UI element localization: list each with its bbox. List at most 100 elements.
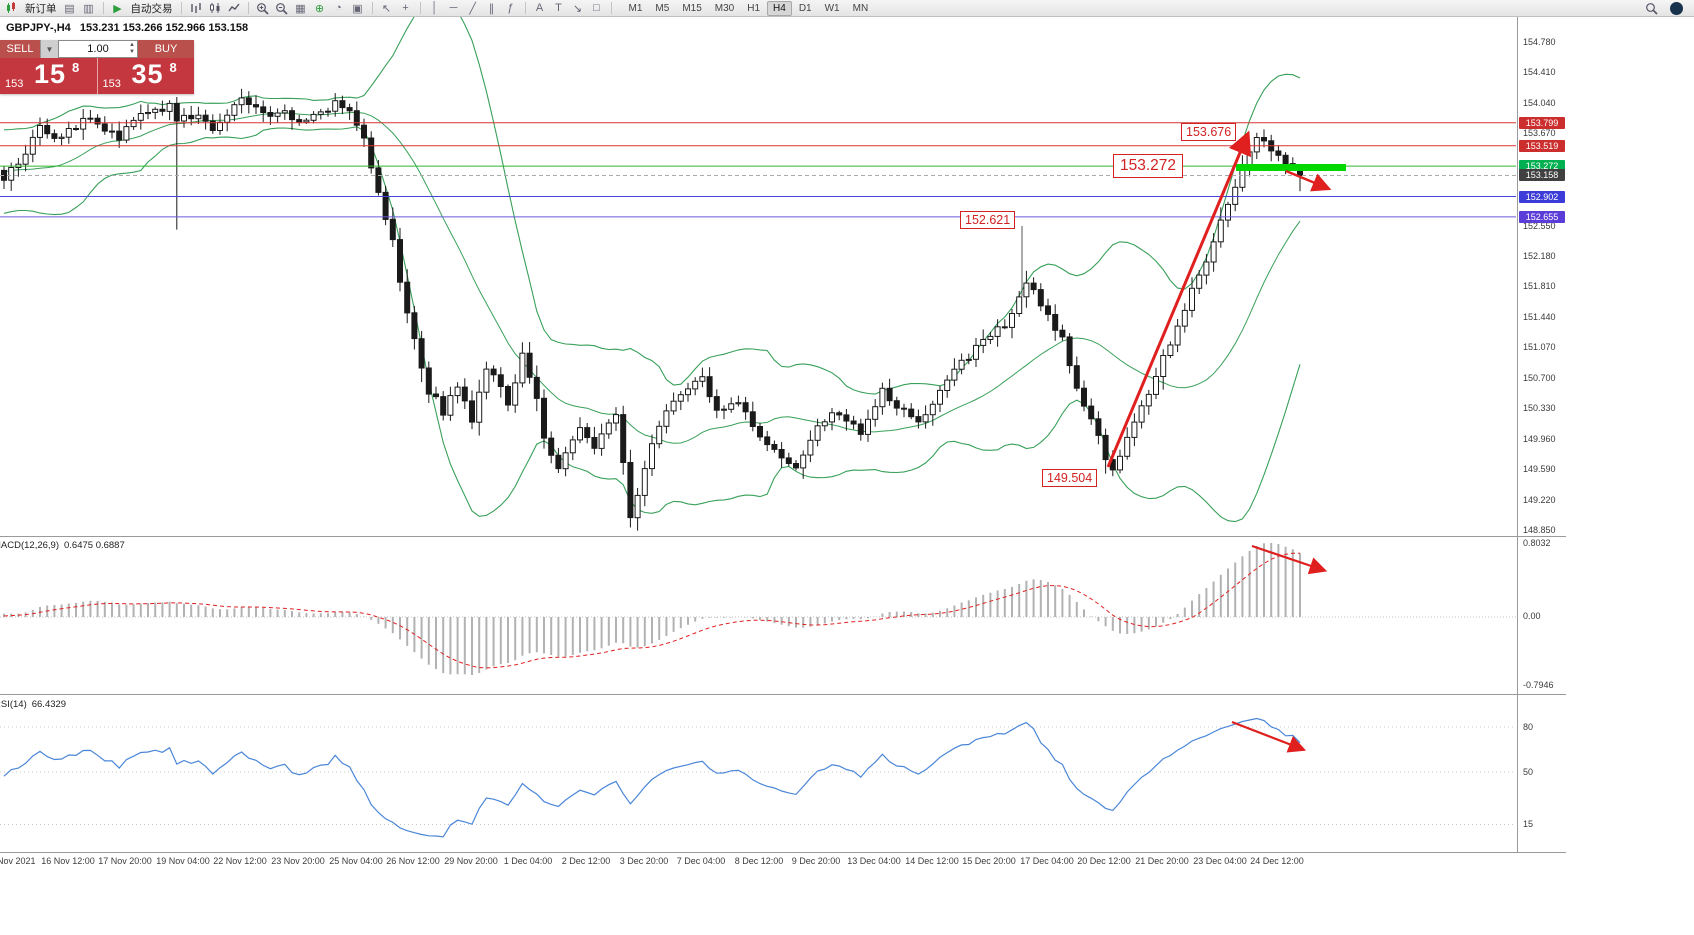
trendline-tool-icon[interactable]: ╱: [469, 2, 476, 15]
bid-ask-display: 153 15 8 153 35 8: [0, 58, 194, 94]
macd-values: 0.6475 0.6887: [64, 540, 125, 551]
profiles-icon[interactable]: ▥: [83, 2, 94, 15]
toolbar-separator: [180, 2, 182, 14]
new-order-icon[interactable]: [3, 1, 21, 16]
buy-price-tile[interactable]: 153 35 8: [97, 58, 194, 94]
tf-M5[interactable]: M5: [655, 2, 670, 14]
vertical-line-tool-icon[interactable]: │: [431, 2, 438, 14]
bar-chart-icon[interactable]: [187, 1, 205, 16]
zoom-out-icon[interactable]: [273, 1, 291, 16]
time-tick: 25 Nov 04:00: [329, 856, 383, 866]
tf-H1[interactable]: H1: [747, 2, 761, 14]
rsi-down-arrow: [1231, 720, 1307, 753]
cursor-icon[interactable]: ↖: [381, 2, 392, 15]
fibonacci-tool-icon[interactable]: ƒ: [507, 2, 514, 14]
notifications-icon[interactable]: [1670, 1, 1683, 15]
horizontal-line-tool-icon[interactable]: ─: [449, 2, 458, 14]
price-badge: 153.799: [1519, 117, 1565, 129]
tf-H4[interactable]: H4: [767, 0, 792, 16]
price-tick: 149.220: [1523, 495, 1556, 505]
order-options-caret[interactable]: ▼: [40, 40, 58, 58]
time-tick: 22 Nov 12:00: [213, 856, 267, 866]
time-tick: 7 Dec 04:00: [676, 856, 726, 866]
indicators-add-icon[interactable]: ⊕: [314, 2, 325, 15]
sell-price-prefix: 153: [5, 78, 24, 90]
autotrading-play-icon[interactable]: ▶: [113, 2, 122, 15]
timeframe-toolbar: M1 M5 M15 M30 H1 H4 D1 W1 MN: [623, 0, 875, 16]
buy-button[interactable]: BUY: [138, 40, 194, 58]
time-tick: 2 Dec 12:00: [561, 856, 611, 866]
spin-down-icon[interactable]: ▼: [129, 49, 135, 55]
symbol-timeframe-label: GBPJPY-,H4: [6, 22, 71, 34]
time-tick: 13 Dec 04:00: [847, 856, 901, 866]
new-order-label[interactable]: 新订单: [25, 2, 57, 15]
swing-low-annotation[interactable]: 149.504: [1042, 469, 1098, 488]
price-badge: 153.158: [1519, 169, 1565, 181]
volume-input[interactable]: 1.00 ▲ ▼: [58, 40, 138, 58]
price-tick: 148.850: [1523, 525, 1556, 535]
support-level-annotation[interactable]: 153.272: [1113, 154, 1184, 178]
price-tick: 153.670: [1523, 128, 1556, 138]
line-chart-icon[interactable]: [225, 1, 243, 16]
time-tick: 3 Dec 20:00: [619, 856, 669, 866]
price-tick: 149.960: [1523, 434, 1556, 444]
tf-M15[interactable]: M15: [682, 2, 702, 14]
arrow-tool-icon[interactable]: ↘: [572, 2, 583, 15]
toolbar-separator: [102, 2, 104, 14]
main-chart-layer: [0, 17, 1516, 531]
trend-up-arrow: [1106, 130, 1252, 468]
tf-MN[interactable]: MN: [852, 2, 869, 14]
time-tick: 23 Nov 20:00: [271, 856, 325, 866]
time-tick: 15 Nov 2021: [0, 856, 36, 866]
time-tick: 17 Nov 20:00: [98, 856, 152, 866]
time-tick: 21 Dec 20:00: [1135, 856, 1189, 866]
sell-button[interactable]: SELL: [0, 40, 40, 58]
channel-tool-icon[interactable]: ∥: [488, 2, 495, 15]
toolbar-separator: [371, 2, 373, 14]
swing-high-annotation[interactable]: 153.676: [1181, 123, 1237, 142]
zoom-in-icon[interactable]: [254, 1, 272, 16]
macd-down-arrow: [1251, 544, 1328, 575]
crosshair-icon[interactable]: +: [402, 2, 409, 14]
tile-windows-icon[interactable]: ▦: [295, 2, 306, 15]
time-tick: 1 Dec 04:00: [503, 856, 553, 866]
price-tick: 152.550: [1523, 221, 1556, 231]
time-tick: 19 Nov 04:00: [156, 856, 210, 866]
history-icon[interactable]: ▣: [352, 2, 363, 15]
price-tick: 154.040: [1523, 98, 1556, 108]
charts-window-icon[interactable]: ▤: [64, 2, 75, 15]
support-highlight-rect: [1236, 164, 1346, 171]
tf-M1[interactable]: M1: [628, 2, 643, 14]
scheduler-icon[interactable]: ◔: [335, 2, 342, 14]
macd-panel-layer: [0, 543, 1516, 675]
candlestick-chart-icon[interactable]: [206, 1, 224, 16]
buy-price-prefix: 153: [102, 78, 121, 90]
indicator-scale-tick: 80: [1523, 722, 1534, 732]
shapes-tool-icon[interactable]: □: [593, 2, 600, 14]
text-tool-icon[interactable]: A: [535, 2, 544, 14]
price-tick: 151.440: [1523, 312, 1556, 322]
tf-W1[interactable]: W1: [824, 2, 840, 14]
toolbar-separator: [610, 2, 612, 14]
spin-up-icon[interactable]: ▲: [129, 42, 135, 48]
price-tick: 151.810: [1523, 281, 1556, 291]
volume-spinner[interactable]: ▲ ▼: [129, 42, 135, 56]
toolbar-separator: [247, 2, 249, 14]
price-tick: 154.780: [1523, 37, 1556, 47]
label-tool-icon[interactable]: T: [555, 2, 562, 14]
sell-price-tile[interactable]: 153 15 8: [0, 58, 98, 94]
indicator-scale-tick: 50: [1523, 767, 1534, 777]
tf-D1[interactable]: D1: [798, 2, 812, 14]
rsi-value: 66.4329: [31, 699, 67, 710]
mid-level-annotation[interactable]: 152.621: [960, 211, 1016, 230]
sell-price-sup: 8: [72, 60, 80, 75]
price-tick: 150.700: [1523, 373, 1556, 383]
autotrading-label[interactable]: 自动交易: [130, 2, 173, 15]
chart-title: GBPJPY-,H4 153.231 153.266 152.966 153.1…: [6, 22, 248, 34]
search-icon[interactable]: [1642, 1, 1660, 16]
sell-price-big: 15: [34, 59, 67, 89]
tf-M30[interactable]: M30: [714, 2, 735, 14]
